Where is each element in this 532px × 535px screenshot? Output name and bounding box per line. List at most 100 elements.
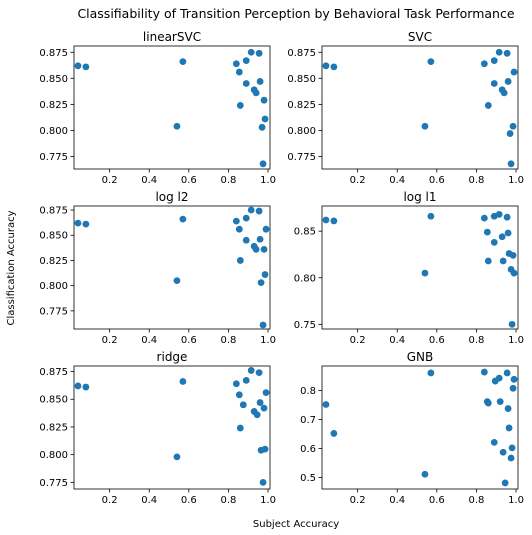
data-point bbox=[490, 439, 498, 446]
x-tick-label: 0.8 bbox=[468, 335, 484, 346]
data-point bbox=[490, 57, 498, 64]
x-tick-label: 0.6 bbox=[181, 335, 197, 346]
data-point bbox=[510, 68, 518, 76]
subplot-5: GNB 0.2 0.4 0.6 0.8 1.0 0.5 0.6 0.7 0.8 bbox=[300, 350, 524, 506]
data-point bbox=[252, 89, 260, 97]
y-tick-label: 0.80 bbox=[294, 273, 316, 284]
data-point bbox=[480, 368, 488, 376]
data-point bbox=[427, 212, 435, 220]
data-point bbox=[82, 220, 90, 228]
x-tick-label: 0.6 bbox=[429, 495, 445, 506]
data-point bbox=[421, 470, 429, 478]
data-point bbox=[484, 399, 492, 407]
data-point bbox=[509, 251, 517, 259]
data-point bbox=[322, 216, 330, 224]
data-point bbox=[82, 383, 90, 391]
y-tick-label: 0.850 bbox=[287, 74, 316, 85]
subplot-2: log l2 0.2 0.4 0.6 0.8 1.0 0.775 0.800 0.825 0.85… bbox=[39, 190, 276, 346]
x-tick-label: 0.4 bbox=[389, 335, 405, 346]
data-point bbox=[503, 369, 511, 377]
x-tick-label: 0.2 bbox=[102, 335, 118, 346]
x-tick-label: 0.8 bbox=[468, 175, 484, 186]
data-point bbox=[173, 122, 181, 130]
data-point bbox=[82, 63, 90, 71]
data-point bbox=[504, 229, 512, 237]
data-point bbox=[322, 401, 330, 408]
subplot-title: GNB bbox=[407, 350, 434, 364]
y-tick-label: 0.800 bbox=[39, 126, 68, 137]
data-point bbox=[498, 233, 506, 241]
y-tick-label: 0.875 bbox=[287, 48, 316, 59]
data-point bbox=[253, 411, 261, 419]
data-point bbox=[507, 160, 515, 168]
subplot-4: ridge 0.2 0.4 0.6 0.8 1.0 0.775 0.800 0.825 0.850… bbox=[39, 350, 276, 506]
y-tick-label: 0.850 bbox=[39, 231, 68, 242]
x-tick-label: 1.0 bbox=[508, 495, 524, 506]
data-point bbox=[236, 102, 244, 109]
data-point bbox=[259, 321, 267, 329]
x-tick-label: 0.8 bbox=[468, 495, 484, 506]
y-tick-label: 0.825 bbox=[39, 422, 68, 433]
x-tick-label: 1.0 bbox=[260, 335, 276, 346]
y-tick-label: 0.825 bbox=[287, 100, 316, 111]
data-point bbox=[322, 62, 330, 70]
data-point bbox=[501, 479, 509, 487]
x-tick-label: 0.6 bbox=[429, 335, 445, 346]
data-point bbox=[495, 210, 503, 218]
data-point bbox=[256, 399, 264, 406]
data-point bbox=[256, 78, 264, 85]
x-tick-label: 0.8 bbox=[220, 175, 236, 186]
data-point bbox=[483, 228, 491, 236]
data-point bbox=[74, 62, 82, 70]
y-tick-label: 0.875 bbox=[39, 206, 68, 217]
x-tick-label: 0.6 bbox=[181, 175, 197, 186]
subplot-title: linearSVC bbox=[143, 30, 201, 44]
data-point bbox=[260, 96, 268, 104]
y-tick-label: 0.775 bbox=[39, 306, 68, 317]
data-point bbox=[505, 424, 513, 432]
data-point bbox=[261, 115, 269, 123]
x-tick-label: 0.2 bbox=[350, 175, 366, 186]
y-tick-label: 0.775 bbox=[39, 152, 68, 163]
data-point bbox=[262, 225, 270, 233]
data-point bbox=[259, 478, 267, 486]
data-point bbox=[509, 122, 517, 130]
x-tick-label: 0.4 bbox=[141, 495, 157, 506]
data-point bbox=[490, 80, 498, 87]
data-point bbox=[504, 405, 512, 412]
subplot-3: log l1 0.2 0.4 0.6 0.8 1.0 0.75 0.80 0.85 bbox=[294, 190, 524, 346]
data-point bbox=[257, 279, 265, 287]
data-point bbox=[508, 320, 516, 328]
plot-area-frame bbox=[73, 205, 271, 330]
y-tick-label: 0.825 bbox=[39, 256, 68, 267]
data-point bbox=[503, 213, 511, 221]
data-point bbox=[242, 377, 250, 384]
data-point bbox=[330, 63, 338, 71]
data-point bbox=[74, 219, 82, 227]
data-point bbox=[480, 214, 488, 222]
y-tick-label: 0.825 bbox=[39, 100, 68, 111]
y-tick-label: 0.875 bbox=[39, 48, 68, 59]
x-tick-label: 1.0 bbox=[260, 495, 276, 506]
y-tick-label: 0.8 bbox=[300, 386, 316, 397]
data-point bbox=[509, 384, 517, 392]
x-tick-label: 0.4 bbox=[389, 175, 405, 186]
data-point bbox=[258, 123, 266, 131]
subplot-title: log l1 bbox=[403, 190, 436, 204]
data-point bbox=[239, 401, 247, 409]
x-tick-label: 0.4 bbox=[389, 495, 405, 506]
y-tick-label: 0.800 bbox=[39, 450, 68, 461]
data-point bbox=[484, 257, 492, 265]
data-point bbox=[236, 424, 244, 432]
data-point bbox=[262, 389, 270, 396]
figure-title: Classifiability of Transition Perception… bbox=[77, 6, 514, 21]
data-point bbox=[421, 269, 429, 277]
data-point bbox=[173, 277, 181, 285]
y-tick-label: 0.775 bbox=[287, 152, 316, 163]
data-point bbox=[235, 68, 243, 76]
y-tick-label: 0.775 bbox=[39, 478, 68, 489]
plot-area-frame bbox=[321, 365, 519, 490]
x-tick-label: 0.2 bbox=[350, 335, 366, 346]
subplot-title: ridge bbox=[157, 350, 188, 364]
